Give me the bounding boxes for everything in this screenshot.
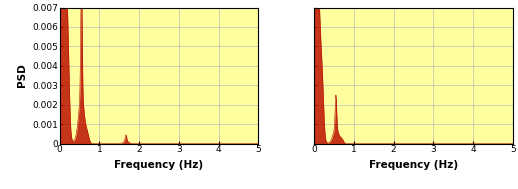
Y-axis label: PSD: PSD	[17, 64, 27, 88]
X-axis label: Frequency (Hz): Frequency (Hz)	[369, 160, 458, 170]
X-axis label: Frequency (Hz): Frequency (Hz)	[114, 160, 204, 170]
